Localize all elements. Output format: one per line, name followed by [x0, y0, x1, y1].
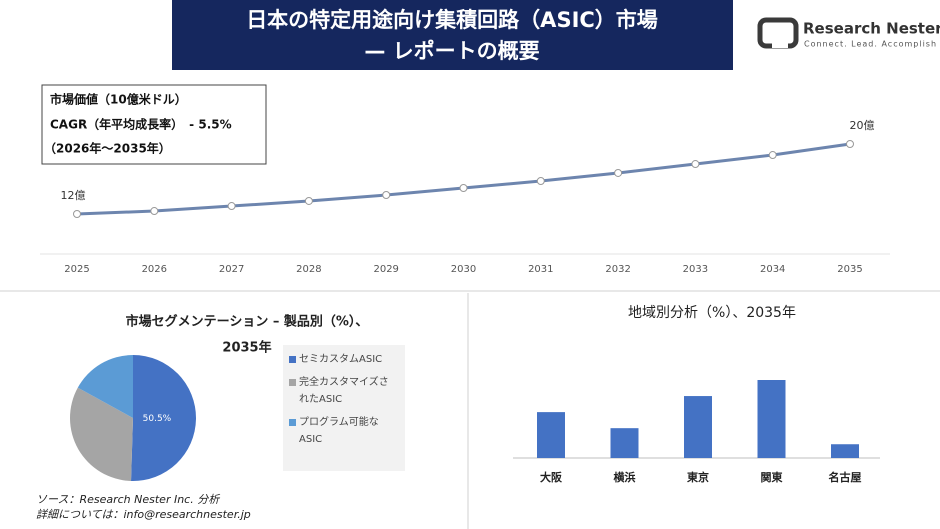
- marker: [536, 177, 545, 186]
- pie-slice: [131, 355, 197, 481]
- x-tick-label: 2025: [64, 264, 89, 275]
- marker: [73, 210, 81, 218]
- legend-swatch: [289, 379, 296, 386]
- x-tick-label: 2035: [837, 264, 862, 275]
- info-text: CAGR（年平均成長率） - 5.5%: [50, 117, 232, 132]
- x-tick-label: 横浜: [614, 470, 636, 484]
- x-tick-label: 東京: [687, 470, 709, 484]
- logo-icon: [757, 17, 799, 49]
- header-title: — レポートの概要: [364, 39, 539, 63]
- info-text: （2026年～2035年）: [44, 141, 171, 156]
- logo-tagline: Connect. Lead. Accomplish: [804, 40, 937, 49]
- info-text: 市場価値（10億米ドル）: [50, 92, 187, 107]
- bar: [684, 396, 712, 458]
- marker: [768, 151, 777, 160]
- x-tick-label: 2032: [605, 264, 630, 275]
- data-label: 20億: [850, 119, 875, 132]
- x-tick-label: 名古屋: [829, 470, 862, 484]
- legend-label: セミカスタムASIC: [299, 354, 383, 365]
- legend-item: 完全カスタマイズされたASIC: [287, 374, 397, 408]
- legend: セミカスタムASIC 完全カスタマイズされたASIC プログラム可能なASIC: [283, 345, 405, 471]
- chart-title: 2035年: [222, 340, 271, 356]
- bar: [757, 380, 786, 458]
- footer-text: 詳細については：info@researchnester.jp: [36, 508, 251, 521]
- legend-item: プログラム可能なASIC: [287, 414, 397, 448]
- header-box: [172, 0, 733, 70]
- x-tick-label: 2029: [373, 264, 398, 275]
- marker: [846, 140, 854, 148]
- info-box: [41, 84, 267, 165]
- legend-label: プログラム可能なASIC: [299, 417, 379, 445]
- bar: [831, 444, 859, 458]
- marker: [304, 196, 313, 205]
- marker: [227, 202, 236, 211]
- x-tick-label: 2031: [528, 264, 553, 275]
- marker: [614, 168, 623, 177]
- logo-name: Research Nester: [803, 20, 940, 38]
- x-tick-label: 2026: [142, 264, 167, 275]
- bar: [610, 428, 639, 458]
- bar: [537, 412, 565, 458]
- legend-item: セミカスタムASIC: [287, 351, 397, 368]
- x-tick-label: 2033: [683, 264, 708, 275]
- data-label: 12億: [61, 189, 86, 202]
- data-label: 50.5%: [143, 414, 172, 424]
- x-tick-label: 2030: [451, 264, 476, 275]
- x-tick-label: 2034: [760, 264, 785, 275]
- legend-swatch: [289, 356, 296, 363]
- x-tick-label: 2028: [296, 264, 321, 275]
- footer-text: ソース：Research Nester Inc. 分析: [36, 493, 221, 506]
- x-tick-label: 2027: [219, 264, 244, 275]
- header-title: 日本の特定用途向け集積回路（ASIC）市場: [246, 8, 658, 32]
- marker: [691, 160, 700, 169]
- x-tick-label: 関東: [761, 470, 784, 484]
- pie-slice: [69, 387, 133, 481]
- legend-swatch: [289, 419, 296, 426]
- legend-label: 完全カスタマイズされたASIC: [299, 377, 389, 405]
- pie-slice: [77, 355, 133, 418]
- marker: [382, 191, 391, 200]
- chart-title: 市場セグメンテーション – 製品別（%）、: [126, 314, 369, 330]
- x-tick-label: 大阪: [540, 470, 563, 484]
- marker: [150, 207, 159, 216]
- chart-title: 地域別分析（%）、2035年: [628, 305, 796, 321]
- marker: [459, 184, 468, 193]
